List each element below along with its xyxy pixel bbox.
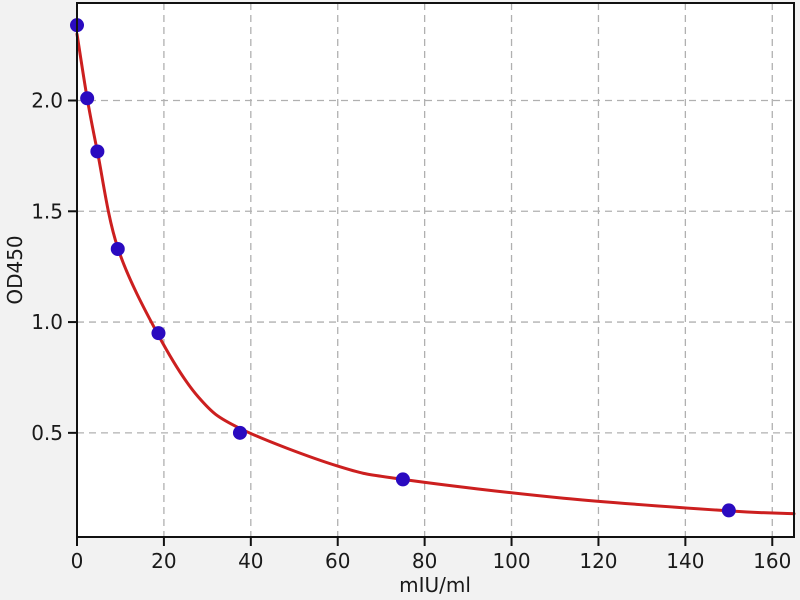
y-tick-label: 0.5 (31, 421, 63, 445)
data-point (395, 472, 410, 487)
x-tick-label: 0 (71, 549, 84, 573)
y-tick-label: 2.0 (31, 88, 63, 112)
data-point (90, 144, 105, 159)
x-tick-label: 120 (579, 549, 617, 573)
x-tick-label: 40 (238, 549, 263, 573)
x-tick-label: 100 (492, 549, 530, 573)
data-point (151, 326, 166, 341)
y-tick-label: 1.5 (31, 199, 63, 223)
data-point (232, 425, 247, 440)
data-point (80, 91, 95, 106)
x-tick-label: 80 (412, 549, 437, 573)
x-axis-label: mIU/ml (399, 573, 471, 597)
x-tick-label: 20 (151, 549, 176, 573)
y-tick-label: 1.0 (31, 310, 63, 334)
x-tick-label: 160 (753, 549, 791, 573)
data-point (721, 503, 736, 518)
x-tick-label: 60 (325, 549, 350, 573)
y-axis-label: OD450 (3, 235, 27, 304)
plot-border (76, 2, 795, 538)
x-tick-label: 140 (666, 549, 704, 573)
plot-area (77, 3, 794, 537)
data-point (110, 241, 125, 256)
